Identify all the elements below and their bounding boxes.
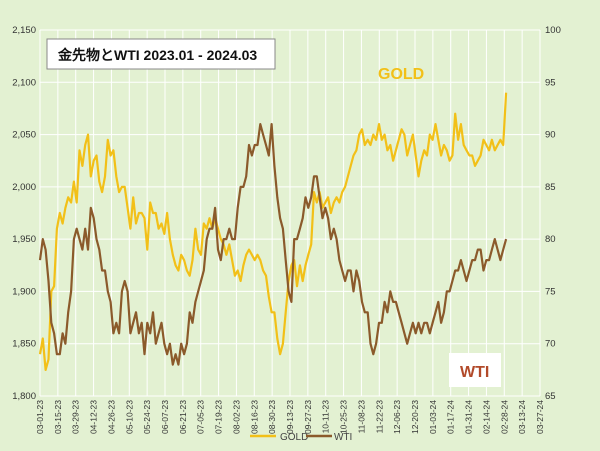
x-tick-label: 08-02-23	[231, 400, 241, 434]
grid-layer	[39, 29, 541, 397]
x-tick-label: 03-01-23	[35, 400, 45, 434]
x-tick-label: 06-21-23	[178, 400, 188, 434]
wti-series-label: WTI	[460, 364, 489, 381]
x-tick-label: 02-28-24	[499, 400, 509, 434]
series-line-wti	[38, 122, 508, 366]
y-right-tick-label: 100	[545, 25, 561, 36]
x-tick-label: 09-27-23	[303, 400, 313, 434]
x-tick-label: 03-29-23	[71, 400, 81, 434]
x-tick-label: 09-13-23	[285, 400, 295, 434]
y-left-tick-label: 2,100	[12, 77, 36, 88]
y-right-tick-label: 75	[545, 286, 556, 297]
x-tick-label: 10-25-23	[339, 400, 349, 434]
x-tick-label: 02-14-24	[481, 400, 491, 434]
y-left-tick-label: 1,800	[12, 391, 36, 402]
x-tick-label: 05-24-23	[142, 400, 152, 434]
y-axis-right: 65 70 75 80 85 90 95 100	[545, 25, 561, 402]
x-tick-label: 11-08-23	[356, 400, 366, 434]
y-left-tick-label: 2,050	[12, 130, 36, 141]
y-right-tick-label: 90	[545, 130, 556, 141]
y-right-tick-label: 65	[545, 391, 556, 402]
x-tick-label: 06-07-23	[160, 400, 170, 434]
x-tick-label: 03-13-24	[517, 400, 527, 434]
x-tick-label: 07-19-23	[214, 400, 224, 434]
x-tick-label: 03-15-23	[53, 400, 63, 434]
y-left-tick-label: 1,900	[12, 286, 36, 297]
title-box	[46, 38, 276, 70]
x-tick-label: 03-27-24	[535, 400, 545, 434]
legend: GOLD WTI	[250, 432, 352, 443]
wti-label-box	[449, 353, 501, 387]
series-line-gold	[38, 92, 508, 371]
x-tick-label: 08-16-23	[249, 400, 259, 434]
series-layer	[38, 92, 508, 371]
y-right-tick-label: 85	[545, 182, 556, 193]
x-tick-label: 01-31-24	[464, 400, 474, 434]
x-tick-label: 07-05-23	[196, 400, 206, 434]
x-tick-label: 04-12-23	[89, 400, 99, 434]
legend-wti-label: WTI	[334, 432, 352, 443]
y-left-tick-label: 2,000	[12, 182, 36, 193]
x-tick-label: 10-11-23	[321, 400, 331, 434]
gold-series-label: GOLD	[378, 66, 424, 83]
x-axis: 03-01-23 03-15-23 03-29-23 04-12-23 04-26-23…	[35, 400, 545, 434]
x-tick-label: 05-10-23	[124, 400, 134, 434]
x-tick-label: 04-26-23	[106, 400, 116, 434]
x-tick-label: 01-17-24	[446, 400, 456, 434]
x-tick-label: 01-03-24	[428, 400, 438, 434]
y-right-tick-label: 70	[545, 339, 556, 350]
y-left-tick-label: 2,150	[12, 25, 36, 36]
y-left-tick-label: 1,950	[12, 234, 36, 245]
x-tick-label: 08-30-23	[267, 400, 277, 434]
y-right-tick-label: 80	[545, 234, 556, 245]
y-left-tick-label: 1,850	[12, 339, 36, 350]
y-right-tick-label: 95	[545, 77, 556, 88]
x-tick-label: 12-06-23	[392, 400, 402, 434]
x-tick-label: 11-22-23	[374, 400, 384, 434]
legend-gold-label: GOLD	[280, 432, 308, 443]
chart-title: 金先物とWTI 2023.01 - 2024.03	[57, 47, 257, 63]
x-tick-label: 12-20-23	[410, 400, 420, 434]
y-axis-left: 1,800 1,850 1,900 1,950 2,000 2,050 2,100 2,150	[12, 25, 36, 402]
